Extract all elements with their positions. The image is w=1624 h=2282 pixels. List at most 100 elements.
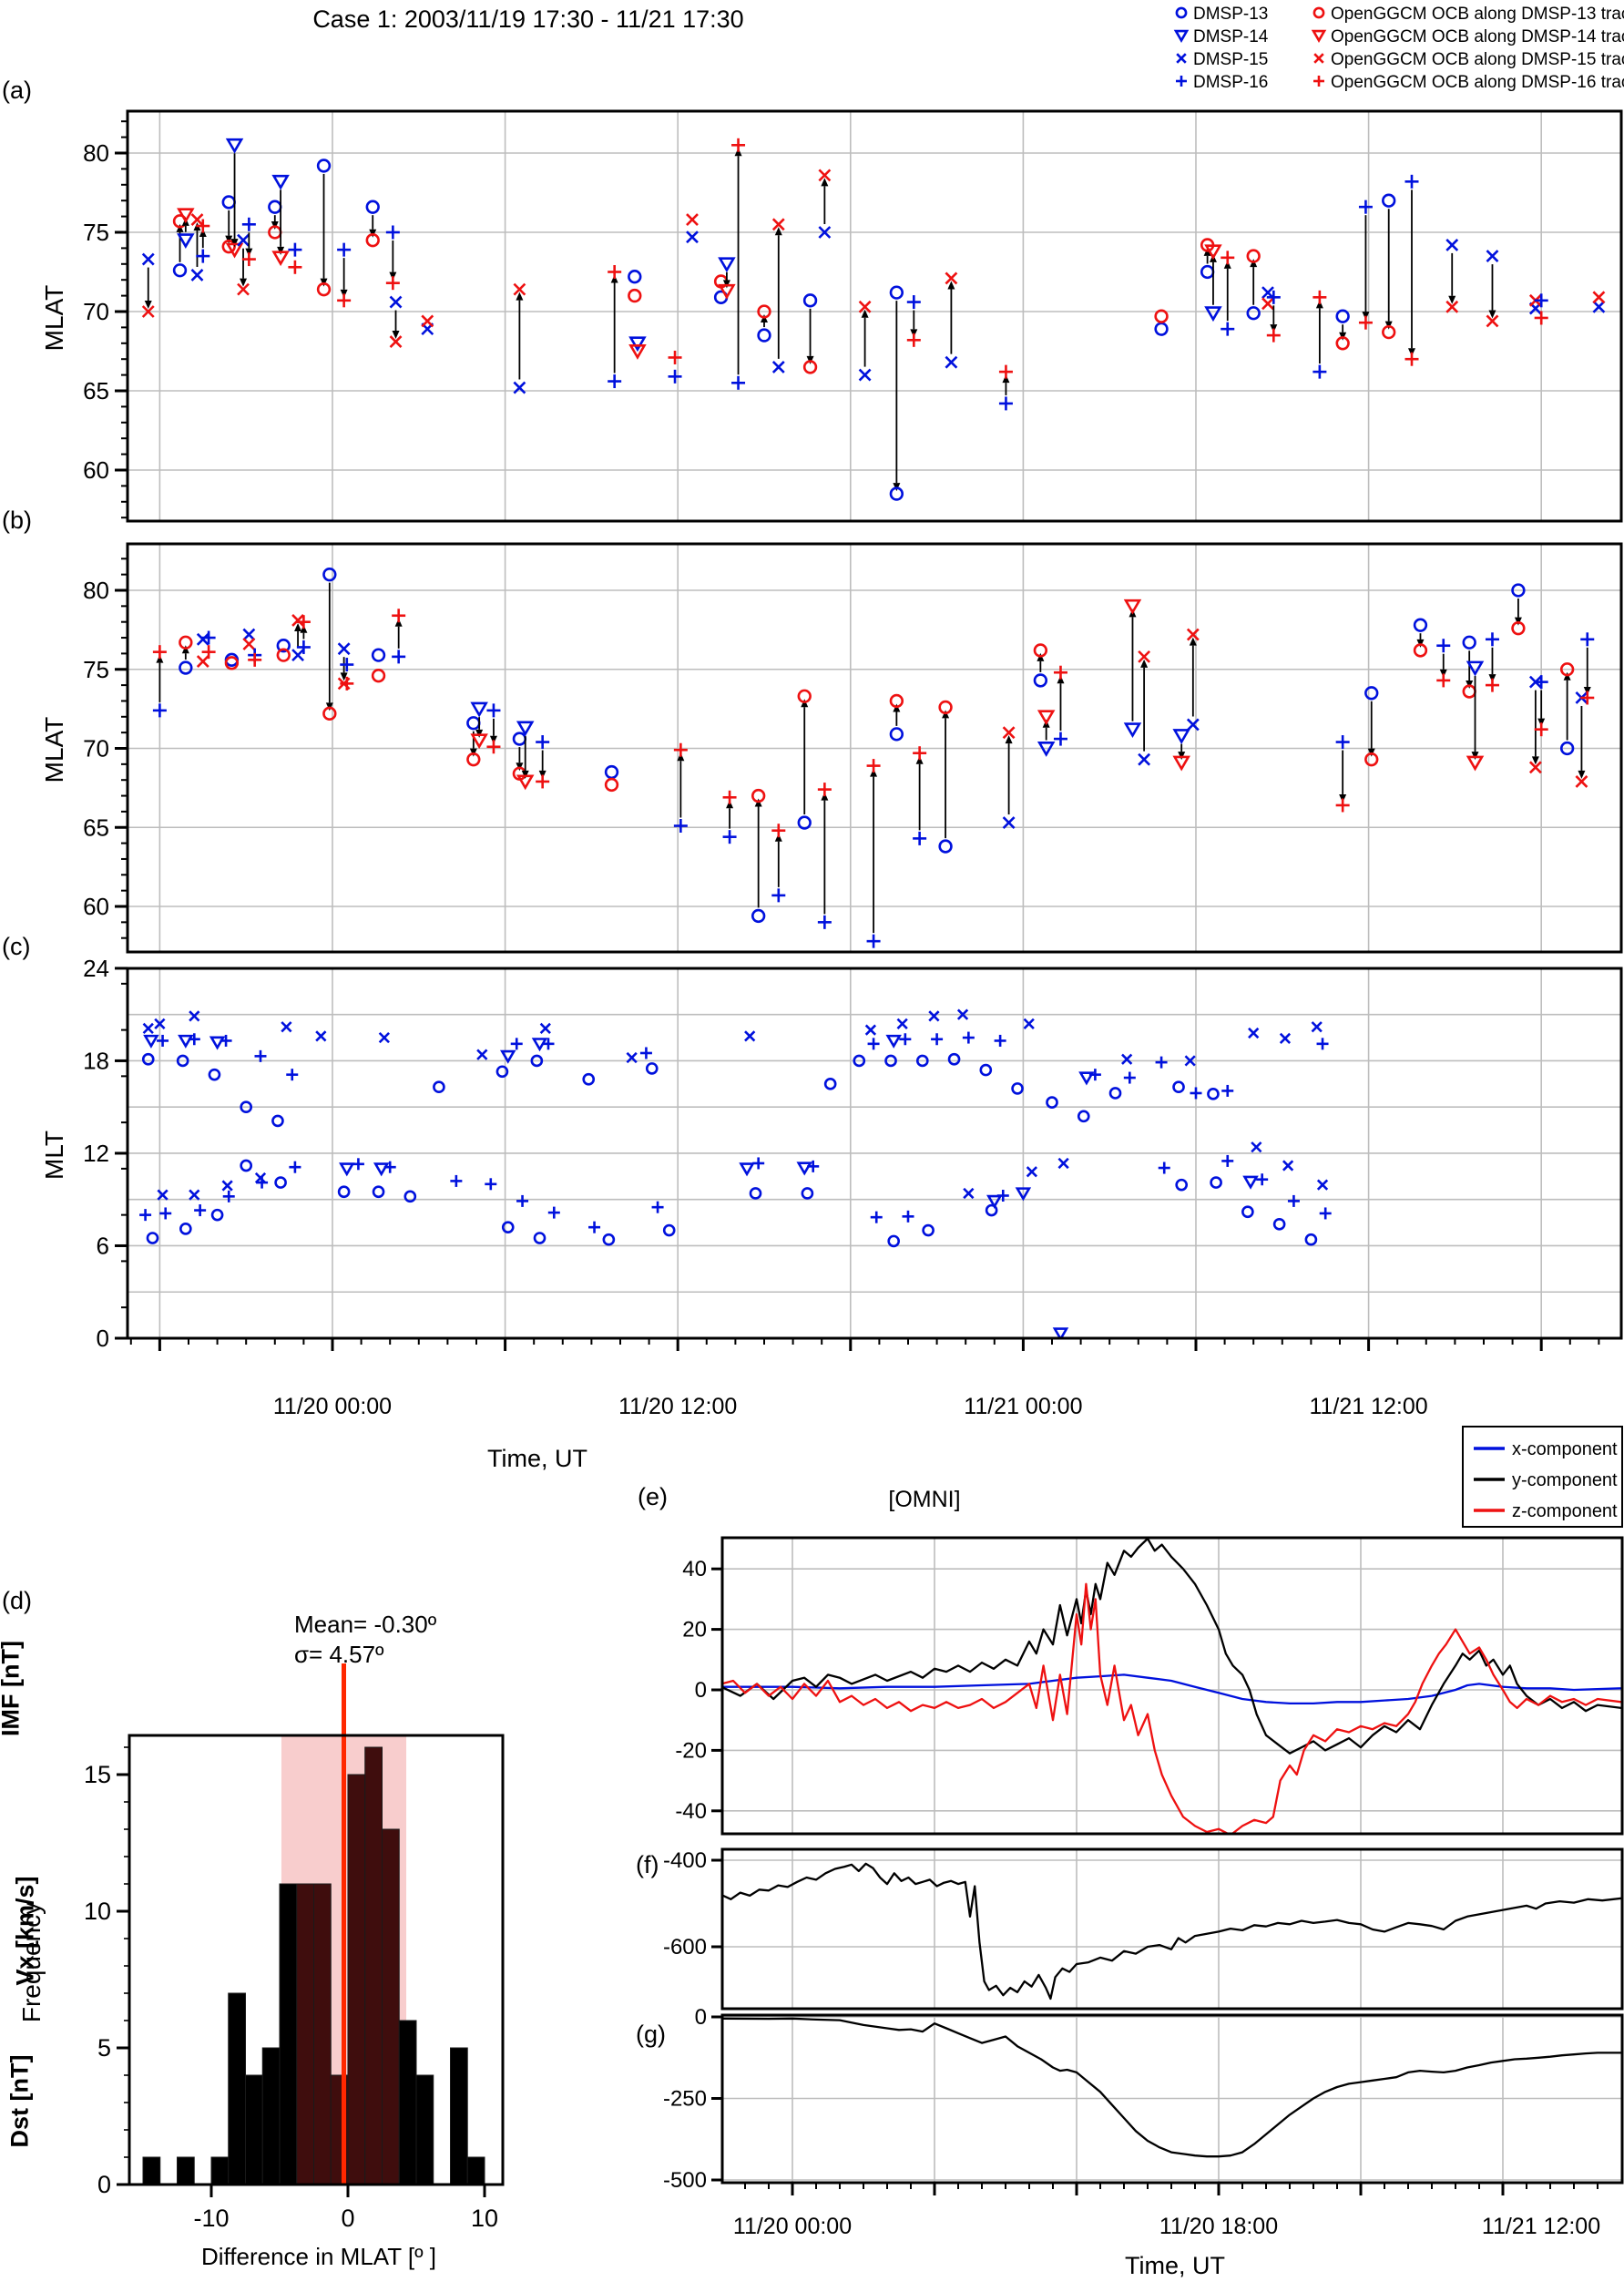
- series-z-component: [722, 1582, 1622, 1834]
- scatter-pair: [237, 233, 250, 296]
- scatter-pair: [818, 169, 832, 239]
- scatter-pair: [866, 759, 881, 948]
- panel-f-series: [722, 1862, 1622, 2001]
- gridlines: [792, 1538, 1504, 1834]
- tick-label: 0: [97, 2171, 111, 2198]
- scatter-pair: [771, 824, 786, 903]
- scatter-pair: [1246, 249, 1261, 321]
- tick-label: 0: [695, 2005, 707, 2030]
- tick-label: 80: [83, 577, 109, 604]
- tick-label: -10: [193, 2205, 229, 2232]
- series-y-component: [722, 1538, 1622, 1755]
- tick-label: 11/20 18:00: [1159, 2214, 1278, 2239]
- scatter-pair: [340, 658, 354, 691]
- scatter-pair: [1466, 660, 1485, 772]
- scatter-pair: [817, 783, 832, 929]
- panel-f-letter: (f): [636, 1851, 659, 1878]
- scatter-pair: [296, 615, 311, 654]
- scatter-pair: [628, 336, 647, 360]
- scatter-pair: [201, 630, 216, 660]
- scatter-pair: [1486, 250, 1499, 328]
- tick-label: -20: [675, 1738, 707, 1763]
- scatter-pair: [722, 790, 737, 844]
- series-Dst: [722, 2017, 1621, 2158]
- tick-label: 80: [83, 139, 109, 167]
- scatter-pair: [536, 735, 550, 789]
- scatter-pair: [1580, 632, 1595, 705]
- scatter-pair: [513, 282, 526, 394]
- tick-label: 65: [83, 814, 109, 841]
- scatter-pair: [365, 200, 380, 248]
- scatter-pair: [1528, 675, 1542, 774]
- scatter-pair: [421, 314, 434, 336]
- scatter-pair: [608, 265, 622, 389]
- gridlines-horizontal: [722, 1859, 1622, 1948]
- tick-label: 0: [695, 1678, 707, 1703]
- scatter-pair: [1033, 643, 1048, 688]
- scatter-pair: [1559, 662, 1575, 756]
- scatter-pair: [1335, 735, 1350, 813]
- tick-label: DMSP-16: [1193, 73, 1268, 92]
- tick-label: 0: [97, 1325, 109, 1352]
- scatter-pair: [177, 208, 195, 250]
- scatter-pair: [1204, 244, 1222, 322]
- panel-g-yaxis: 0 -250 -500: [663, 2005, 722, 2193]
- scatter-pair: [757, 304, 771, 343]
- scatter-pair: [998, 364, 1013, 411]
- panel-e-letter: (e): [638, 1483, 668, 1510]
- tick-label: 75: [83, 219, 109, 246]
- scatter-pair: [392, 609, 406, 664]
- scatter-pair: [668, 350, 682, 384]
- omni-time-axis: 11/20 00:00 11/20 18:00 11/21 12:00: [733, 2183, 1600, 2239]
- scatter-pair: [1462, 635, 1476, 699]
- panel-a-frame: [126, 109, 1623, 523]
- panel-d-frame: [128, 1734, 505, 2186]
- scatter-pair: [1186, 628, 1200, 732]
- scatter-pair: [241, 217, 256, 267]
- panel-a-letter: (a): [2, 77, 32, 104]
- series-x-component: [722, 1673, 1622, 1705]
- tick-label: 24: [83, 955, 109, 982]
- scatter-pair: [1436, 639, 1451, 688]
- abc-time-xlabel: Time, UT: [487, 1445, 587, 1472]
- panel-a-data: [141, 138, 1606, 501]
- scatter-pair: [466, 716, 481, 767]
- omni-title: [OMNI]: [888, 1487, 961, 1512]
- scatter-pair: [1154, 309, 1169, 336]
- panel-b-data: [152, 567, 1595, 948]
- scatter-pair: [1364, 686, 1379, 767]
- panel-d-xlabel: Difference in MLAT [º ]: [200, 2243, 437, 2270]
- panel-g-xlabel: Time, UT: [1125, 2252, 1225, 2279]
- scatter-pair: [1172, 729, 1190, 772]
- panel-d-letter: (d): [2, 1587, 32, 1614]
- gridlines-horizontal: [128, 589, 1621, 907]
- scatter-pair: [673, 742, 688, 834]
- scatter-pair: [906, 295, 921, 347]
- scatter-pair: [718, 257, 736, 300]
- scatter-pair: [316, 159, 332, 297]
- scatter-pair: [1534, 675, 1548, 737]
- panel-c-letter: (c): [2, 933, 31, 960]
- panel-e-series: [722, 1538, 1622, 1834]
- scatter-pair: [731, 138, 746, 390]
- tick-label: -250: [663, 2087, 707, 2112]
- panel-g-series: [722, 2017, 1621, 2158]
- scatter-pair: [179, 635, 193, 675]
- tick-label: 40: [682, 1557, 707, 1581]
- scatter-pair: [1575, 691, 1588, 788]
- tick-label: 11/20 12:00: [618, 1394, 737, 1419]
- gridlines: [158, 111, 1542, 521]
- tick-label: z-component: [1512, 1501, 1618, 1521]
- y-axis-ticks: 0 6 12 18 24: [83, 955, 128, 1352]
- scatter-pair: [322, 567, 337, 721]
- scatter-pair: [242, 628, 256, 650]
- scatter-pair: [516, 721, 535, 791]
- scatter-pair: [889, 693, 904, 742]
- scatter-pair: [1413, 618, 1428, 658]
- tick-label: -500: [663, 2168, 707, 2193]
- hist-sigma-annotation: σ= 4.57º: [294, 1641, 384, 1668]
- gridlines-horizontal: [128, 1013, 1621, 1294]
- tick-label: -400: [663, 1848, 707, 1873]
- scatter-pair: [938, 700, 953, 854]
- scatter-pair: [196, 632, 209, 668]
